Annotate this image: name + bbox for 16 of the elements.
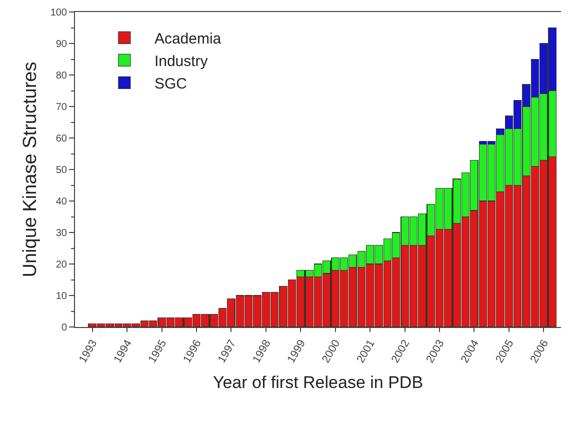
y-tick-label: 90 bbox=[56, 39, 68, 50]
legend-label: SGC bbox=[154, 76, 188, 93]
y-tick-label: 100 bbox=[50, 8, 68, 18]
y-axis-title: Unique Kinase Structures bbox=[20, 62, 42, 278]
y-tick-label: 40 bbox=[56, 196, 68, 208]
y-tick-label: 20 bbox=[56, 260, 68, 270]
y-tick-label: 70 bbox=[56, 102, 68, 113]
y-tick-label: 80 bbox=[56, 70, 68, 82]
legend-label: Academia bbox=[154, 30, 222, 48]
y-tick-label: 60 bbox=[56, 134, 68, 144]
x-axis-title: Year of first Release in PDB bbox=[212, 373, 424, 392]
y-tick-label: 0 bbox=[61, 322, 68, 334]
legend-label: Industry bbox=[154, 53, 208, 70]
y-tick-label: 30 bbox=[56, 228, 68, 239]
y-tick-label: 10 bbox=[56, 291, 68, 302]
y-tick-label: 50 bbox=[56, 165, 68, 176]
